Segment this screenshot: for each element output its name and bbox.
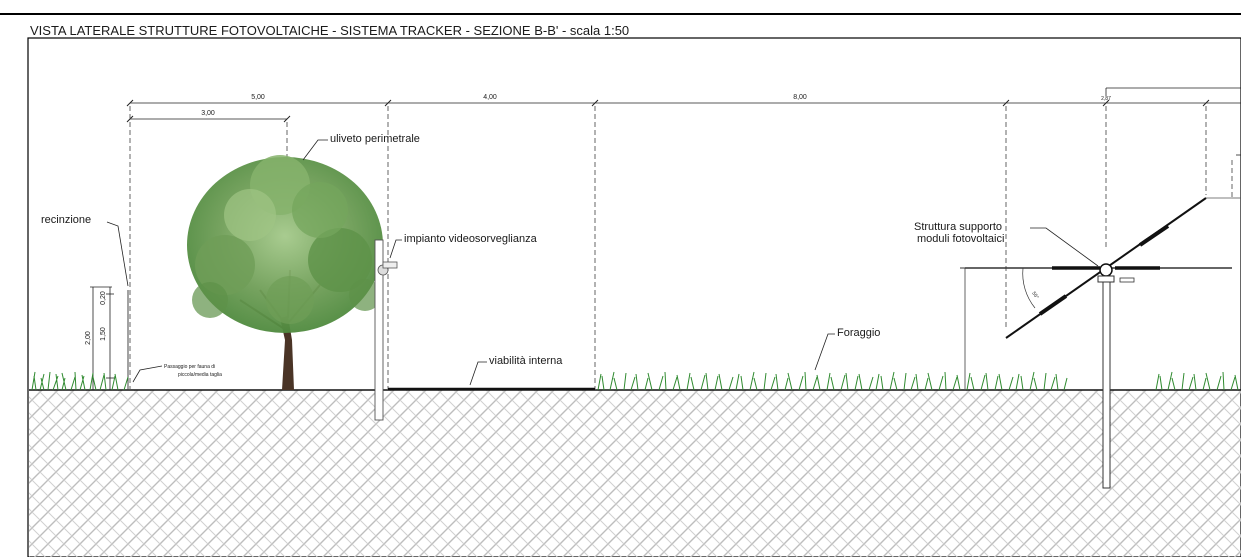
dim-8: 8,00 — [793, 94, 807, 101]
label-uliveto: uliveto perimetrale — [330, 133, 420, 145]
dim-020: 0,20 — [100, 291, 107, 305]
label-struttura-1: Struttura supporto — [914, 221, 1002, 233]
label-viabilita: viabilità interna — [489, 355, 563, 367]
dim-200: 2,00 — [85, 331, 92, 345]
camera-pole — [374, 239, 398, 421]
reference-lines — [129, 106, 1233, 390]
dim-4: 4,00 — [483, 94, 497, 101]
label-struttura-2: moduli fotovoltaici — [917, 233, 1004, 245]
dim-small: 2,87 — [1101, 96, 1111, 102]
label-foraggio: Foraggio — [837, 327, 880, 339]
grass-middle — [597, 371, 1068, 391]
dim-angle: 55° — [1030, 291, 1039, 301]
label-recinzione: recinzione — [41, 214, 91, 226]
olive-tree — [187, 155, 383, 390]
ground-section-hatch — [29, 390, 1241, 557]
grass-left — [31, 371, 129, 391]
label-passaggio-2: piccola/media taglia — [178, 372, 222, 378]
tracker-structure — [960, 197, 1241, 489]
dimension-chain — [126, 87, 1241, 156]
dim-5: 5,00 — [251, 94, 265, 101]
label-passaggio-1: Passaggio per fauna di — [164, 364, 215, 370]
dim-150: 1,50 — [100, 327, 107, 341]
drawing-title: VISTA LATERALE STRUTTURE FOTOVOLTAICHE -… — [30, 23, 629, 38]
grass-right — [1155, 371, 1239, 391]
dim-3: 3,00 — [201, 110, 215, 117]
fence — [90, 286, 129, 390]
label-videosorveglianza: impianto videosorveglianza — [404, 233, 538, 245]
